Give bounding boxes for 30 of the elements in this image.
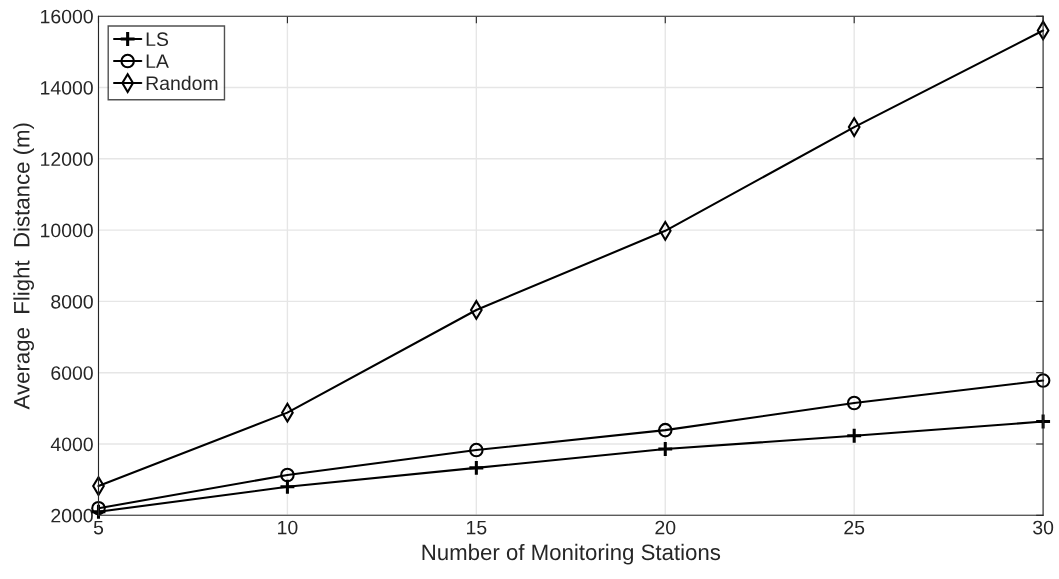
y-tick-label: 4000 — [50, 437, 93, 452]
point — [1035, 373, 1051, 388]
point — [846, 395, 862, 411]
legend-label: LA — [146, 54, 169, 68]
y-tick-label: 12000 — [41, 152, 93, 167]
x-tick-label: 25 — [844, 520, 865, 535]
point — [847, 117, 861, 137]
y-tick-label: 8000 — [51, 294, 93, 309]
y-axis-title: Average Flight Distance (m) — [13, 123, 35, 410]
x-tick-label: 10 — [278, 520, 298, 535]
x-tick-label: 30 — [1033, 520, 1054, 535]
y-tick-label: 16000 — [41, 9, 93, 24]
legend-label: Random — [146, 75, 218, 91]
point — [1034, 413, 1052, 431]
x-axis-title: Number of Monitoring Stations — [422, 543, 721, 565]
point — [91, 500, 106, 516]
point — [467, 459, 485, 477]
y-tick-label: 10000 — [41, 223, 93, 238]
point — [657, 422, 673, 438]
point — [845, 427, 863, 445]
y-tick-label: 2000 — [51, 508, 93, 523]
x-tick-label: 15 — [467, 520, 487, 535]
point — [280, 467, 295, 483]
point — [469, 442, 484, 458]
x-tick-label: 5 — [93, 520, 104, 535]
y-tick-label: 14000 — [41, 80, 93, 95]
legend-label: LS — [146, 32, 169, 47]
x-tick-label: 20 — [655, 520, 676, 535]
y-tick-label: 6000 — [51, 366, 93, 380]
point — [656, 440, 674, 458]
